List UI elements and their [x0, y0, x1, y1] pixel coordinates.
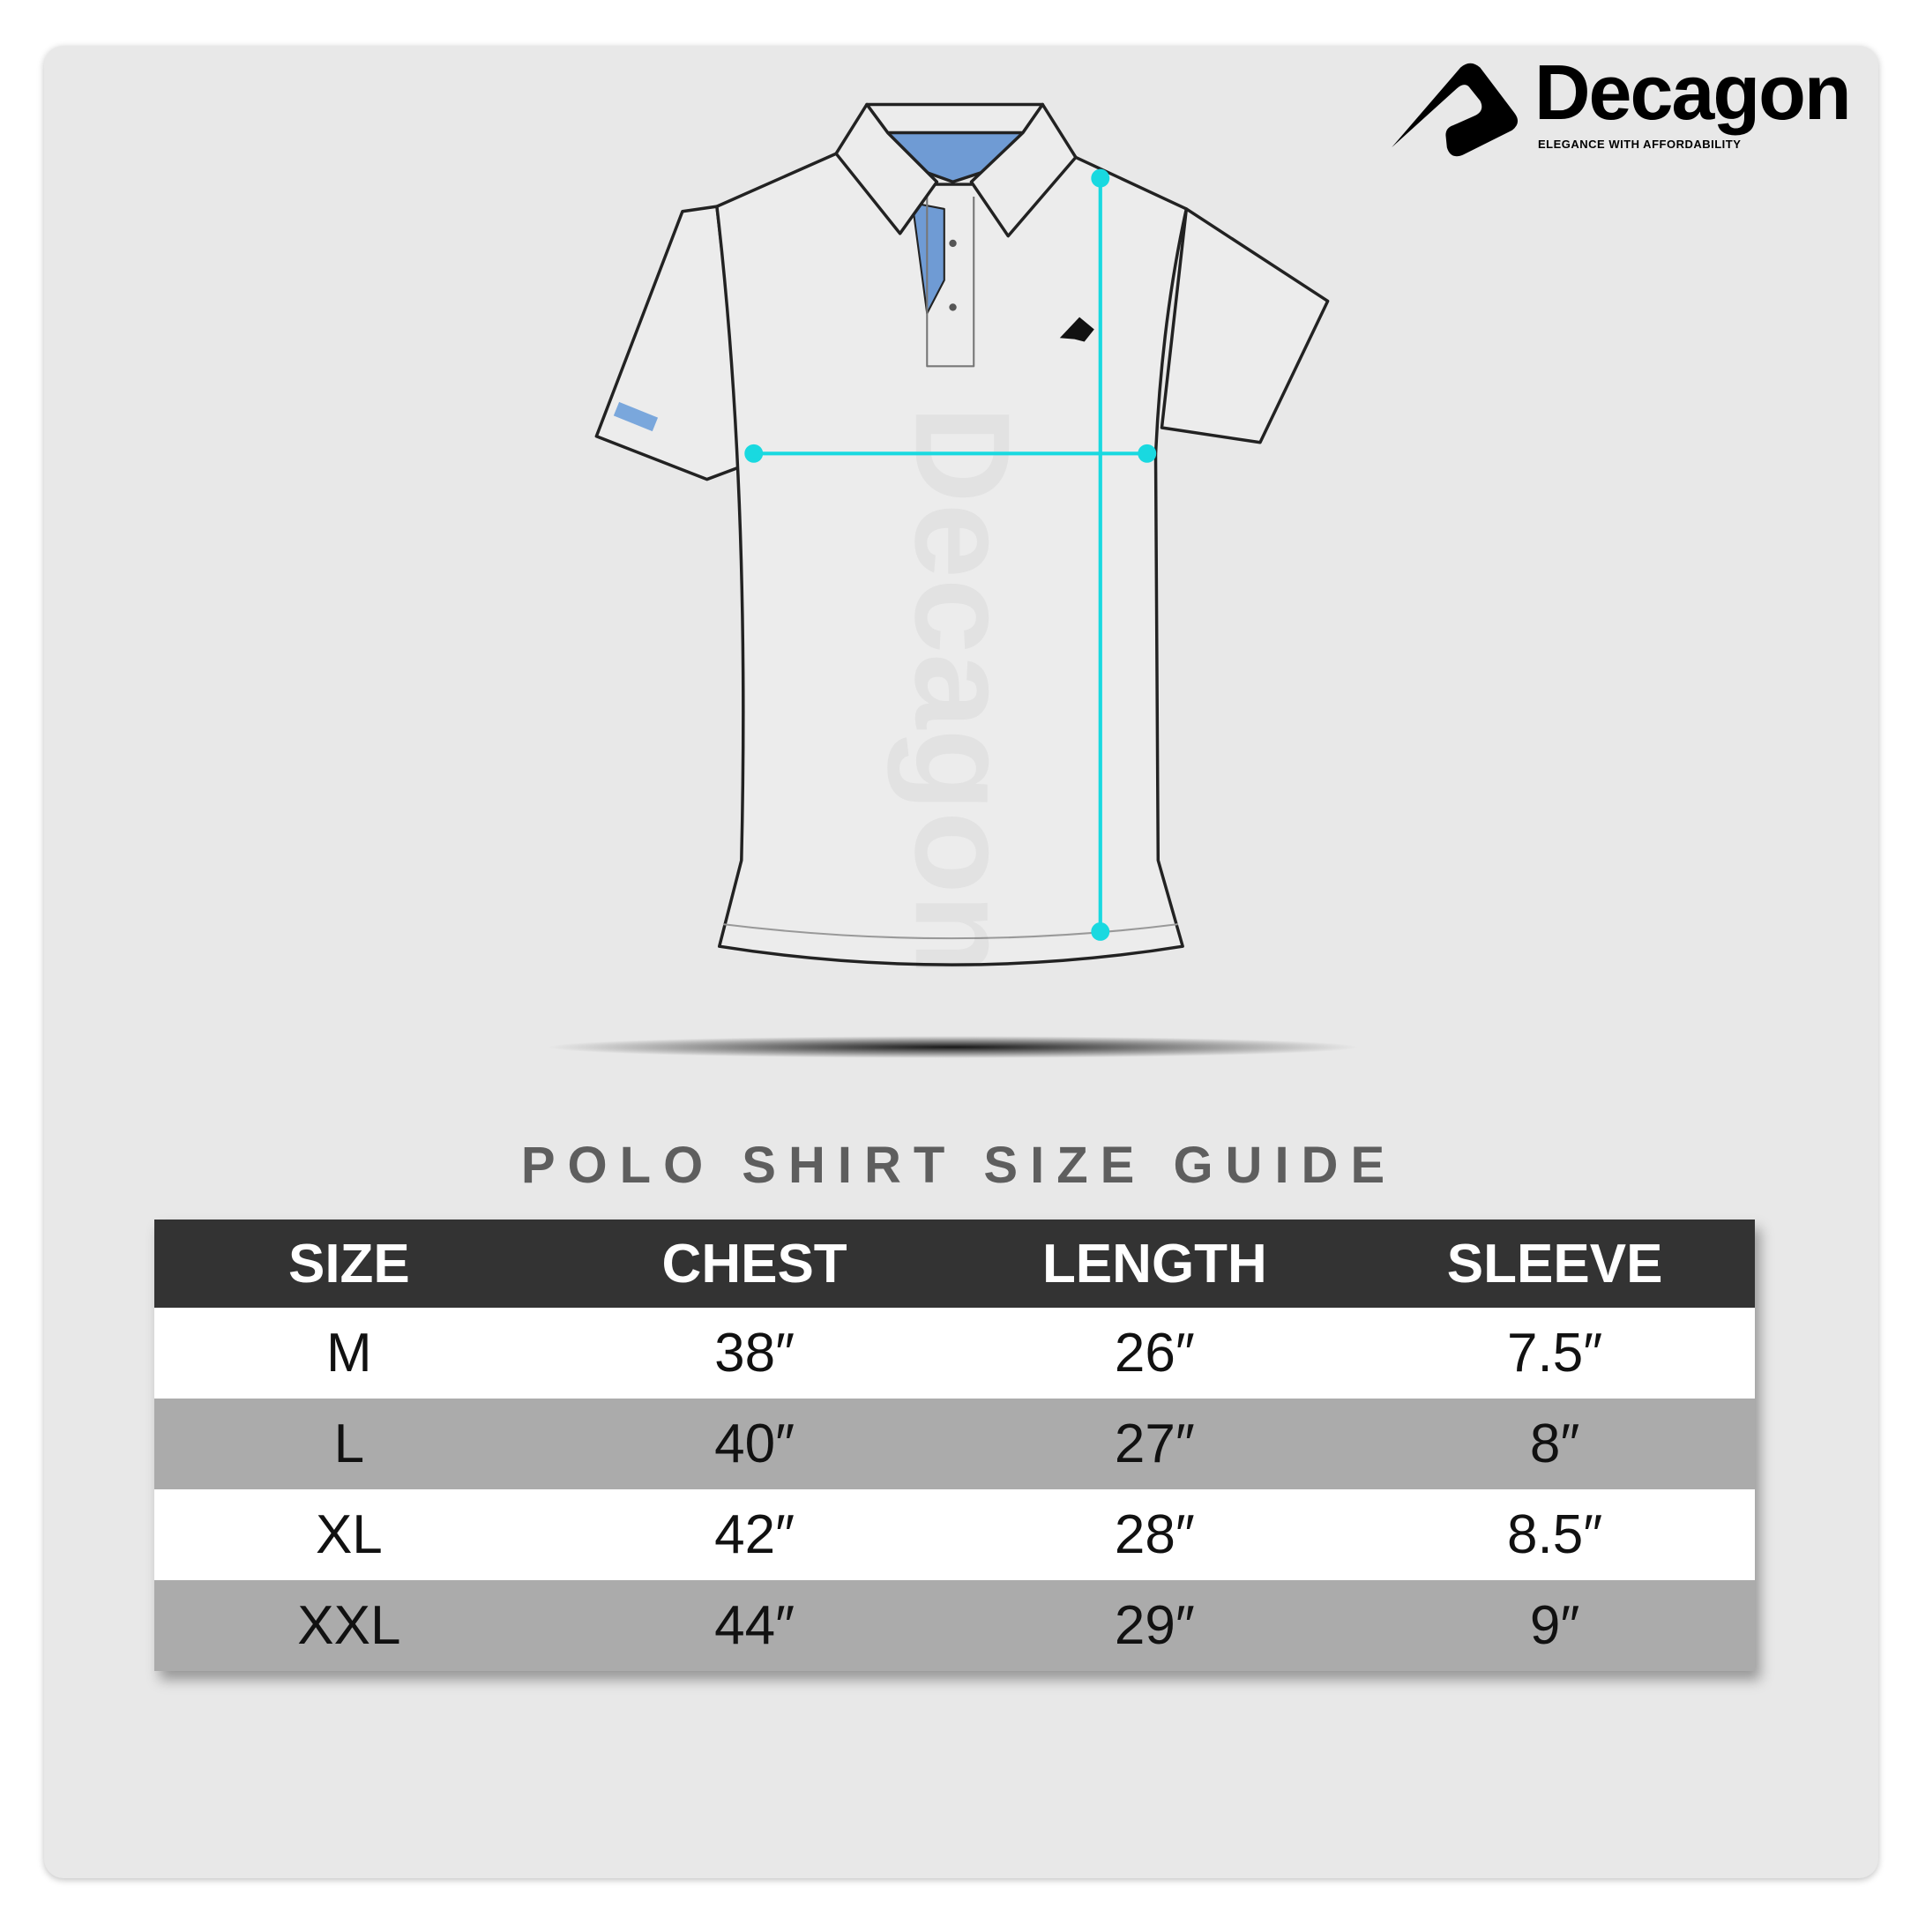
button-icon: [949, 303, 957, 311]
header-length: LENGTH: [1041, 1233, 1267, 1294]
shirt-shadow: [547, 1035, 1359, 1059]
table-row: XXL 44″ 29″ 9″: [154, 1580, 1755, 1671]
table-row: XL 42″ 28″ 8.5″: [154, 1489, 1755, 1580]
placket: [911, 201, 945, 315]
sleeve-label: [613, 401, 659, 432]
measure-point: [1091, 168, 1110, 188]
chest-cell: 42″: [714, 1504, 795, 1565]
chest-cell: 38″: [714, 1323, 795, 1384]
length-cell: 29″: [1114, 1595, 1195, 1656]
collar-right-flap: [969, 102, 1078, 238]
brand-name: Decagon: [1534, 48, 1852, 136]
sleeve-cell: 7.5″: [1507, 1323, 1603, 1384]
chest-logo-icon: [1059, 317, 1094, 342]
length-cell: 26″: [1114, 1323, 1195, 1384]
collar-left-flap: [834, 102, 939, 235]
length-cell: 27″: [1114, 1414, 1195, 1474]
shirt-body: [715, 152, 1189, 966]
table-row: M 38″ 26″ 7.5″: [154, 1308, 1755, 1399]
sleeve-cell: 8.5″: [1507, 1504, 1603, 1565]
shirt-hem: [722, 923, 1178, 940]
header-chest: CHEST: [661, 1233, 847, 1294]
measure-point: [1138, 444, 1157, 463]
button-icon: [949, 239, 957, 248]
size-cell: M: [326, 1323, 372, 1384]
measure-point: [1091, 922, 1110, 941]
brand-logo-icon: [1392, 63, 1519, 157]
brand-tagline: ELEGANCE WITH AFFORDABILITY: [1538, 138, 1742, 151]
chest-cell: 40″: [714, 1414, 795, 1474]
header-sleeve: SLEEVE: [1446, 1233, 1663, 1294]
header-size: SIZE: [287, 1233, 410, 1294]
placket-outline: [926, 197, 975, 368]
sleeve-cell: 9″: [1529, 1595, 1580, 1656]
size-cell: XXL: [297, 1595, 401, 1656]
chest-cell: 44″: [714, 1595, 795, 1656]
right-sleeve: [1160, 207, 1330, 444]
collar-back: [865, 102, 1045, 135]
watermark: Decagon: [887, 406, 1038, 976]
length-cell: 28″: [1114, 1504, 1195, 1565]
measure-point: [744, 444, 764, 463]
size-cell: L: [333, 1414, 365, 1474]
sleeve-cell: 8″: [1529, 1414, 1580, 1474]
size-table: SIZE CHEST LENGTH SLEEVE M 38″ 26″ 7.5″ …: [154, 1220, 1755, 1671]
table-row: L 40″ 27″ 8″: [154, 1399, 1755, 1489]
table-header: SIZE CHEST LENGTH SLEEVE: [154, 1220, 1755, 1308]
page-title: POLO SHIRT SIZE GUIDE: [520, 1137, 1398, 1194]
size-cell: XL: [315, 1504, 383, 1565]
